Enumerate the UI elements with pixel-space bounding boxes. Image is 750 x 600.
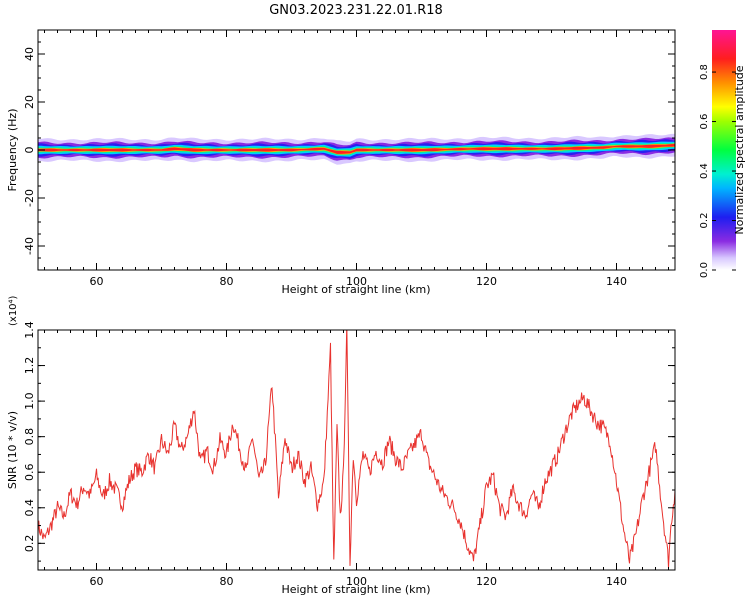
colorbar-tick-label: 0.8 xyxy=(699,64,710,80)
colorbar-tick-label: 0.2 xyxy=(699,213,710,229)
y-tick-label: 0.8 xyxy=(23,428,36,446)
snr-x-label: Height of straight line (km) xyxy=(281,583,430,596)
y-tick-label: -20 xyxy=(23,189,36,207)
colorbar-tick-label: 0.6 xyxy=(699,114,710,130)
x-tick-label: 100 xyxy=(346,575,367,588)
x-tick-label: 60 xyxy=(90,575,104,588)
y-tick-label: 1.4 xyxy=(23,321,36,339)
x-tick-label: 80 xyxy=(220,275,234,288)
snr-y-ticks: 0.2 0.4 0.6 0.8 1.0 1.2 1.4 xyxy=(23,321,675,562)
figure-title: GN03.2023.231.22.01.R18 xyxy=(269,3,443,18)
y-tick-label: 0.6 xyxy=(23,463,36,481)
colorbar-gradient xyxy=(712,30,736,270)
x-tick-label: 120 xyxy=(476,575,497,588)
y-tick-label: 0.2 xyxy=(23,535,36,553)
y-tick-label: 0 xyxy=(23,147,36,154)
x-tick-label: 80 xyxy=(220,575,234,588)
y-tick-label: 0.4 xyxy=(23,499,36,517)
y-tick-label: -40 xyxy=(23,237,36,255)
colorbar-tick-label: 0.0 xyxy=(699,262,710,278)
x-tick-label: 60 xyxy=(90,275,104,288)
colorbar-ticks: 0.0 0.2 0.4 0.6 0.8 xyxy=(699,64,736,278)
spectrogram-band xyxy=(38,133,675,165)
spectrogram-x-label: Height of straight line (km) xyxy=(281,283,430,296)
x-tick-label: 140 xyxy=(606,575,627,588)
snr-multiplier-label: (x10⁴) xyxy=(8,295,19,326)
snr-panel: 60 80 100 120 140 0.2 0.4 0.6 0.8 1.0 1.2 1.4 Heig… xyxy=(6,295,676,596)
spectrogram-amplitude-layer xyxy=(38,144,675,154)
spectrogram-x-ticks: 60 80 100 120 140 xyxy=(44,30,669,288)
snr-frame xyxy=(37,329,676,571)
y-tick-label: 1.0 xyxy=(23,392,36,410)
snr-y-label: SNR (10 * v/v) xyxy=(6,411,19,489)
snr-series-line xyxy=(38,330,675,569)
colorbar-tick-label: 0.4 xyxy=(699,163,710,179)
y-tick-label: 40 xyxy=(23,47,36,61)
snr-x-ticks: 60 80 100 120 140 xyxy=(44,330,669,588)
spectrogram-y-label: Frequency (Hz) xyxy=(6,109,19,192)
colorbar-label: Normalized spectral amplitude xyxy=(733,65,746,234)
x-tick-label: 120 xyxy=(476,275,497,288)
x-tick-label: 140 xyxy=(606,275,627,288)
spectrogram-y-ticks: -40 -20 0 20 40 xyxy=(23,29,675,271)
spectrogram-panel: 60 80 100 120 140 -40 -20 0 20 40 Height of stra… xyxy=(6,29,676,296)
x-tick-label: 100 xyxy=(346,275,367,288)
y-tick-label: 1.2 xyxy=(23,357,36,375)
colorbar: 0.0 0.2 0.4 0.6 0.8 Normalized spectral ampl… xyxy=(699,30,746,278)
y-tick-label: 20 xyxy=(23,95,36,109)
